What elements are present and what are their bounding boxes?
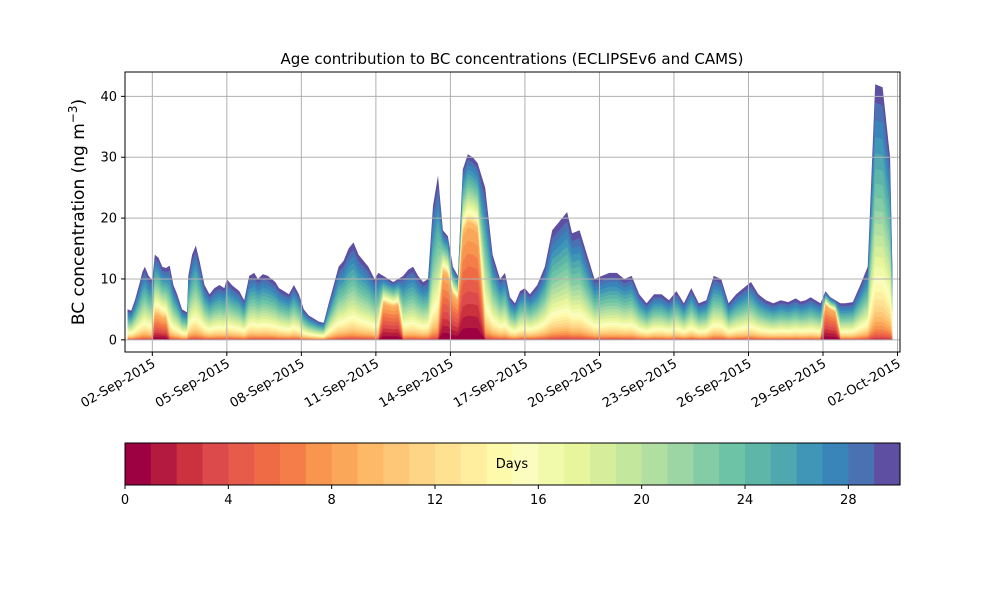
colorbar bbox=[125, 443, 901, 485]
colorbar-tick-label: 8 bbox=[328, 493, 336, 508]
colorbar-bin-18 bbox=[590, 443, 617, 485]
colorbar-tick-label: 16 bbox=[530, 493, 547, 508]
colorbar-bin-20 bbox=[641, 443, 669, 485]
colorbar-bin-28 bbox=[848, 443, 875, 485]
y-tick-label: 20 bbox=[100, 212, 117, 227]
age-layer-15 bbox=[127, 209, 893, 340]
chart-title: Age contribution to BC concentrations (E… bbox=[281, 50, 744, 68]
y-tick-label: 40 bbox=[100, 90, 117, 105]
grid-lines bbox=[125, 72, 900, 352]
y-axis-label-exponent: −3 bbox=[66, 105, 80, 123]
colorbar-bin-21 bbox=[667, 443, 694, 485]
colorbar-bin-13 bbox=[460, 443, 488, 485]
colorbar-bin-22 bbox=[693, 443, 720, 485]
colorbar-bin-25 bbox=[770, 443, 798, 485]
colorbar-tick-label: 28 bbox=[840, 493, 857, 508]
colorbar-bin-11 bbox=[409, 443, 436, 485]
colorbar-bin-23 bbox=[719, 443, 746, 485]
colorbar-ticks: 0 4 8 12 16 20 24 28 bbox=[121, 485, 857, 508]
colorbar-tick-label: 20 bbox=[633, 493, 650, 508]
colorbar-bin-14 bbox=[486, 443, 514, 485]
y-axis: 0 10 20 30 40 bbox=[100, 90, 125, 348]
colorbar-bin-6 bbox=[280, 443, 307, 485]
y-axis-label-close: ) bbox=[69, 99, 89, 106]
y-axis-label-main: BC concentration (ng m bbox=[69, 123, 89, 325]
colorbar-bin-3 bbox=[202, 443, 229, 485]
y-axis-label: BC concentration (ng m−3) bbox=[66, 99, 89, 325]
area-layers bbox=[127, 84, 893, 340]
colorbar-frame bbox=[124, 442, 901, 486]
colorbar-bin-2 bbox=[176, 443, 204, 485]
colorbar-bin-0 bbox=[125, 443, 152, 485]
colorbar-bin-12 bbox=[435, 443, 462, 485]
colorbar-bin-26 bbox=[796, 443, 824, 485]
colorbar-label: Days bbox=[496, 457, 529, 472]
colorbar-bin-10 bbox=[383, 443, 410, 485]
colorbar-bin-16 bbox=[538, 443, 565, 485]
colorbar-bin-15 bbox=[512, 443, 539, 485]
y-tick-label: 10 bbox=[100, 272, 117, 287]
colorbar-tick-label: 4 bbox=[224, 493, 232, 508]
colorbar-tick-label: 0 bbox=[121, 493, 129, 508]
colorbar-bin-9 bbox=[357, 443, 384, 485]
colorbar-tick-label: 12 bbox=[427, 493, 444, 508]
colorbar-bin-29 bbox=[874, 443, 901, 485]
plot-frame bbox=[124, 71, 901, 353]
y-tick-label: 0 bbox=[109, 333, 117, 348]
colorbar-tick-label: 24 bbox=[737, 493, 754, 508]
colorbar-bin-24 bbox=[745, 443, 772, 485]
colorbar-bin-27 bbox=[822, 443, 849, 485]
colorbar-bin-4 bbox=[228, 443, 255, 485]
colorbar-bin-5 bbox=[254, 443, 281, 485]
colorbar-bin-8 bbox=[331, 443, 359, 485]
colorbar-bin-1 bbox=[150, 443, 178, 485]
colorbar-bin-7 bbox=[305, 443, 333, 485]
y-tick-label: 30 bbox=[100, 151, 117, 166]
colorbar-bin-19 bbox=[615, 443, 643, 485]
colorbar-bin-17 bbox=[564, 443, 591, 485]
